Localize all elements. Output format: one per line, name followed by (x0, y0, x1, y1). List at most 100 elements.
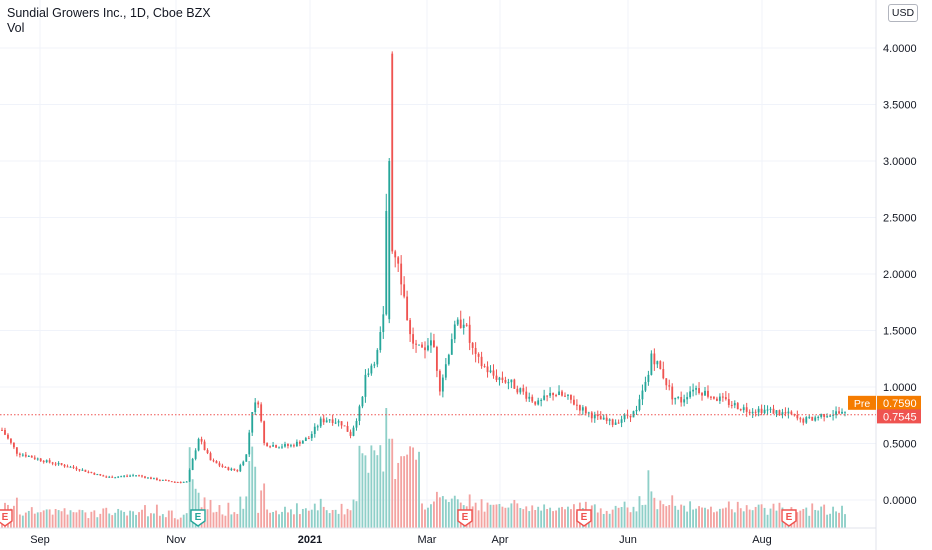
volume-bar (275, 510, 277, 528)
candle-body (713, 396, 715, 399)
currency-badge[interactable]: USD (888, 4, 918, 22)
volume-bar (525, 506, 528, 528)
volume-bar (105, 507, 108, 528)
candle-body (87, 471, 90, 473)
volume-bar (170, 510, 173, 528)
earnings-marker-label: E (786, 512, 793, 523)
candle-body (147, 477, 149, 479)
volume-bar (665, 506, 668, 528)
volume-bar (820, 506, 823, 528)
volume-bar (650, 491, 653, 528)
volume-bar (69, 510, 72, 528)
volume-bar (614, 505, 617, 528)
volume-bar (745, 505, 748, 528)
candle-body (561, 391, 563, 396)
candle-body (796, 415, 799, 419)
volume-bar (301, 508, 304, 528)
volume-bar (292, 514, 295, 528)
candle-body (325, 420, 328, 423)
candle-body (522, 388, 525, 392)
candle-body (707, 390, 709, 397)
candle-body (272, 445, 274, 447)
candle-body (441, 377, 444, 392)
volume-bar (823, 504, 826, 528)
candle-body (200, 438, 203, 442)
candle-body (844, 411, 846, 413)
earnings-marker (576, 509, 592, 527)
volume-bar (24, 512, 27, 528)
volume-bar (304, 508, 307, 528)
candle-body (30, 455, 33, 458)
candle-body (727, 399, 730, 405)
volume-bar (331, 509, 334, 528)
candle-body (126, 475, 129, 477)
volume-bar (707, 509, 709, 528)
candle-body (787, 411, 790, 414)
candle-body (653, 353, 656, 365)
candle-body (459, 319, 462, 328)
candle-body (468, 324, 471, 343)
candle-body (197, 438, 200, 451)
volume-bar (376, 455, 379, 528)
candle-body (790, 411, 793, 415)
volume-bar (221, 514, 224, 528)
volume-bar (543, 504, 546, 528)
candle-body (483, 366, 486, 368)
candle-body (659, 361, 662, 370)
volume-bar (394, 478, 397, 528)
candle-body (599, 416, 602, 420)
volume-bar (438, 497, 441, 528)
candle-body (138, 475, 140, 477)
volume-bar (266, 509, 269, 528)
candle-body (328, 419, 331, 421)
volume-bar (117, 508, 120, 528)
candle-body (581, 407, 584, 411)
volume-bar (138, 512, 140, 528)
candle-body (340, 421, 343, 426)
candle-body (233, 468, 236, 471)
grid (0, 0, 876, 528)
volume-bar (486, 502, 489, 528)
volume-bar (90, 511, 93, 528)
volume-bar (152, 513, 155, 528)
volume-bar (844, 514, 846, 528)
candle-body (176, 481, 179, 483)
candle-body (736, 403, 739, 410)
candle-body (540, 399, 543, 401)
candle-body (141, 475, 143, 477)
candle-body (456, 319, 459, 325)
volume-bar (316, 510, 319, 528)
volume-bar (385, 408, 388, 528)
volume-bar (72, 512, 75, 528)
candle-body (114, 477, 117, 479)
candle-body (373, 364, 376, 366)
candle-body (388, 161, 391, 320)
volume-bar (656, 509, 659, 528)
volume-bar (75, 512, 78, 528)
time-tick-label: Apr (491, 534, 508, 546)
candle-body (835, 411, 837, 415)
volume-bar (409, 446, 412, 528)
candle-body (558, 391, 560, 396)
candle-body (421, 344, 423, 348)
candle-body (173, 481, 176, 483)
candle-body (781, 412, 784, 415)
volume-bar (701, 507, 703, 528)
candle-body (710, 396, 712, 398)
volume-bar (760, 504, 763, 528)
volume-bar (206, 509, 209, 528)
volume-bar (748, 509, 751, 528)
candle-body (257, 402, 260, 405)
earnings-marker-label: E (2, 512, 9, 523)
candle-body (111, 476, 114, 478)
volume-bar (724, 507, 727, 528)
candle-body (60, 463, 63, 465)
candle-body (21, 454, 24, 456)
time-tick-label: Nov (166, 534, 186, 546)
volume-bar (552, 511, 555, 528)
candle-body (504, 380, 507, 383)
volume-bar (674, 505, 677, 528)
volume-bar (54, 509, 57, 528)
candle-body (161, 479, 164, 481)
